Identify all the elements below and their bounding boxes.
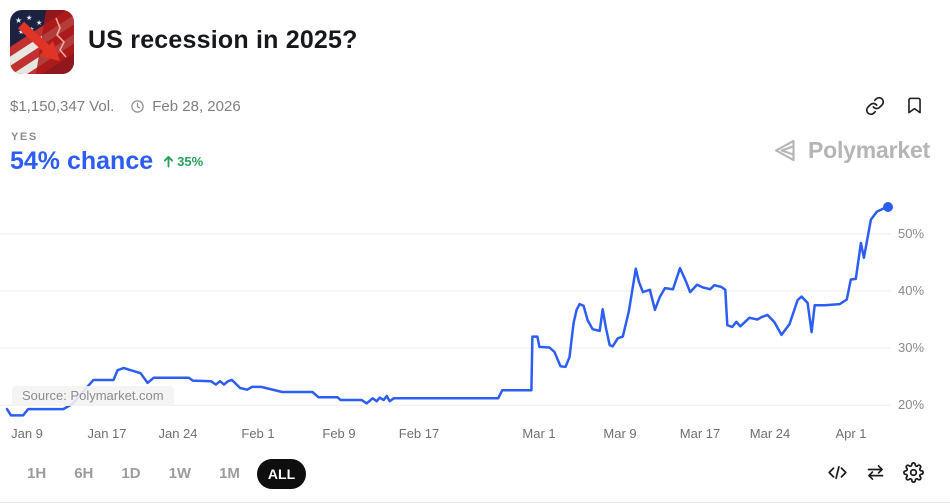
code-embed-icon xyxy=(828,465,847,480)
embed-button[interactable] xyxy=(827,462,848,483)
x-axis-label: Jan 24 xyxy=(158,426,198,441)
compare-button[interactable] xyxy=(865,462,886,483)
price-row: 54% chance 35% xyxy=(10,147,203,176)
range-button-1d[interactable]: 1D xyxy=(110,458,151,489)
market-meta: $1,150,347 Vol. Feb 28, 2026 xyxy=(10,98,241,115)
x-axis-label: Apr 1 xyxy=(835,426,867,441)
chance-value: 54% chance xyxy=(10,147,154,175)
price-endpoint-dot xyxy=(883,202,893,212)
time-range-controls: 1H 6H 1D 1W 1M ALL xyxy=(16,458,307,489)
settings-button[interactable] xyxy=(903,462,924,483)
link-icon xyxy=(865,96,885,115)
y-axis-label: 20% xyxy=(898,397,925,412)
range-button-1h[interactable]: 1H xyxy=(16,458,57,489)
change-value: 35% xyxy=(177,154,204,169)
outcome-label: YES xyxy=(11,131,38,143)
clock-icon xyxy=(130,99,145,114)
range-button-all[interactable]: ALL xyxy=(256,458,307,489)
market-thumbnail: ★ ★ ★ ★ ★ xyxy=(10,10,74,74)
range-button-1m[interactable]: 1M xyxy=(208,458,251,489)
svg-text:★: ★ xyxy=(36,19,42,27)
end-date-text: Feb 28, 2026 xyxy=(152,98,241,115)
us-flag-crash-image: ★ ★ ★ ★ ★ xyxy=(10,10,74,74)
price-line xyxy=(5,205,890,417)
watermark: Polymarket xyxy=(771,137,930,164)
svg-text:★: ★ xyxy=(15,16,22,25)
x-axis-label: Mar 24 xyxy=(749,426,791,441)
top-actions xyxy=(865,95,924,116)
volume-text: $1,150,347 Vol. xyxy=(10,98,115,115)
x-axis: Jan 9 Jan 17 Jan 24 Feb 1 Feb 9 Feb 17 Mar 1 Ma… xyxy=(0,426,950,442)
up-arrow-icon xyxy=(164,156,174,168)
watermark-brand: Polymarket xyxy=(807,137,930,163)
x-axis-label: Mar 17 xyxy=(679,426,721,441)
settings-gear-icon xyxy=(903,462,924,483)
svg-text:★: ★ xyxy=(26,14,32,22)
svg-text:★: ★ xyxy=(18,28,24,36)
y-axis-label: 50% xyxy=(898,226,925,241)
range-button-1w[interactable]: 1W xyxy=(158,458,203,489)
x-axis-label: Jan 9 xyxy=(11,426,43,441)
bookmark-icon xyxy=(908,97,921,114)
bottom-divider xyxy=(0,502,950,503)
x-axis-label: Feb 1 xyxy=(241,426,275,441)
compare-arrows-icon xyxy=(867,465,884,480)
x-axis-label: Feb 9 xyxy=(322,426,356,441)
page-title: US recession in 2025? xyxy=(88,26,358,54)
y-axis-label: 40% xyxy=(898,283,925,298)
x-axis-label: Mar 9 xyxy=(603,426,637,441)
polymarket-logo-icon xyxy=(774,139,795,162)
x-axis-label: Feb 17 xyxy=(398,426,440,441)
chart-tools xyxy=(827,462,924,483)
bookmark-button[interactable] xyxy=(905,95,924,116)
range-button-6h[interactable]: 6H xyxy=(63,458,104,489)
copy-link-button[interactable] xyxy=(865,96,885,116)
x-axis-label: Jan 17 xyxy=(87,426,127,441)
source-attribution: Source: Polymarket.com xyxy=(12,386,174,406)
x-axis-label: Mar 1 xyxy=(522,426,556,441)
y-axis-label: 30% xyxy=(898,340,925,355)
price-change: 35% xyxy=(163,154,203,169)
